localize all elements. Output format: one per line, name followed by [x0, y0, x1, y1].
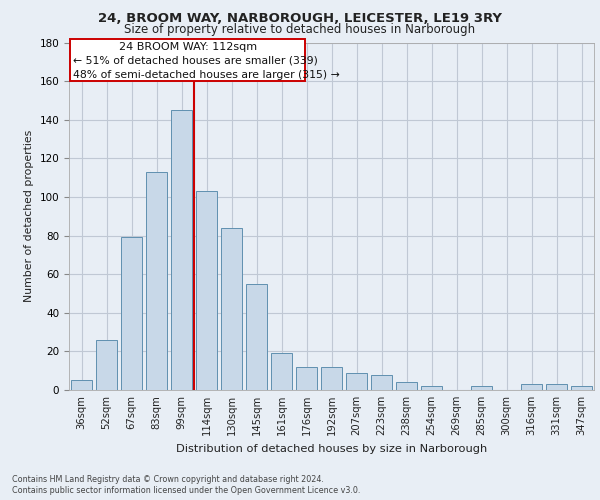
Text: Size of property relative to detached houses in Narborough: Size of property relative to detached ho…: [124, 24, 476, 36]
Bar: [346, 372, 367, 390]
Bar: [321, 367, 342, 390]
Y-axis label: Number of detached properties: Number of detached properties: [24, 130, 34, 302]
X-axis label: Distribution of detached houses by size in Narborough: Distribution of detached houses by size …: [176, 444, 487, 454]
Bar: [146, 172, 167, 390]
Bar: [96, 340, 117, 390]
Text: 24, BROOM WAY, NARBOROUGH, LEICESTER, LE19 3RY: 24, BROOM WAY, NARBOROUGH, LEICESTER, LE…: [98, 12, 502, 26]
Bar: [396, 382, 417, 390]
Bar: [196, 191, 217, 390]
Bar: [271, 354, 292, 390]
Bar: [471, 386, 492, 390]
Bar: [71, 380, 92, 390]
Bar: [121, 238, 142, 390]
Bar: [571, 386, 592, 390]
Bar: [546, 384, 567, 390]
Text: 48% of semi-detached houses are larger (315) →: 48% of semi-detached houses are larger (…: [73, 70, 340, 80]
FancyBboxPatch shape: [70, 38, 305, 81]
Bar: [171, 110, 192, 390]
Text: Contains public sector information licensed under the Open Government Licence v3: Contains public sector information licen…: [12, 486, 361, 495]
Bar: [296, 367, 317, 390]
Bar: [246, 284, 267, 390]
Text: 24 BROOM WAY: 112sqm: 24 BROOM WAY: 112sqm: [119, 42, 257, 51]
Text: Contains HM Land Registry data © Crown copyright and database right 2024.: Contains HM Land Registry data © Crown c…: [12, 475, 324, 484]
Bar: [221, 228, 242, 390]
Bar: [371, 374, 392, 390]
Text: ← 51% of detached houses are smaller (339): ← 51% of detached houses are smaller (33…: [73, 55, 317, 65]
Bar: [521, 384, 542, 390]
Bar: [421, 386, 442, 390]
